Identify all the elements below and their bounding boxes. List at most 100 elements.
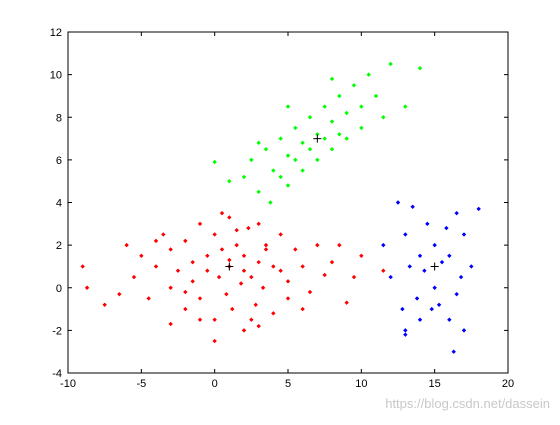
point (293, 247, 298, 252)
point (219, 210, 225, 216)
point (417, 253, 423, 258)
point (212, 159, 217, 165)
point (102, 302, 107, 307)
y-tick-label: 6 (56, 155, 62, 167)
point (271, 311, 276, 316)
x-tick-label: 15 (429, 378, 441, 390)
point (300, 168, 305, 173)
point (249, 157, 254, 163)
point (315, 157, 320, 163)
point (337, 132, 342, 137)
point (212, 232, 217, 237)
point (407, 264, 412, 269)
point (183, 289, 188, 295)
point (403, 232, 408, 237)
centroid-marker (430, 262, 439, 271)
centroid-marker (225, 262, 234, 271)
point (227, 178, 232, 184)
point (278, 268, 283, 273)
point (124, 242, 129, 248)
point (205, 253, 210, 258)
point (388, 61, 393, 67)
point (395, 200, 401, 205)
point (190, 279, 195, 284)
point (307, 147, 313, 152)
point (263, 242, 269, 248)
point (337, 242, 342, 248)
point (190, 259, 195, 265)
point (293, 157, 298, 163)
point (183, 238, 188, 244)
point (168, 247, 173, 252)
y-tick-label: 0 (56, 283, 62, 295)
centroid-marker (313, 134, 322, 143)
x-tick-label: 5 (285, 378, 291, 390)
point (329, 76, 335, 82)
point (425, 221, 430, 227)
point (205, 268, 210, 273)
x-tick-label: -5 (136, 378, 146, 390)
point (417, 317, 423, 322)
point (168, 321, 173, 327)
y-tick-label: 8 (56, 112, 62, 124)
point (153, 264, 159, 269)
point (322, 272, 327, 278)
point (400, 306, 405, 312)
point (329, 119, 335, 124)
point (263, 247, 269, 252)
point (197, 221, 203, 227)
point (139, 253, 144, 258)
point (451, 349, 456, 354)
y-tick-label: 2 (56, 240, 62, 252)
point (80, 264, 85, 269)
point (337, 93, 342, 99)
point (212, 338, 217, 344)
point (246, 225, 251, 231)
point (256, 140, 261, 146)
point (278, 174, 283, 180)
point (241, 268, 247, 273)
point (263, 147, 269, 152)
point (300, 264, 305, 269)
point (359, 104, 364, 109)
point (285, 279, 291, 284)
point (388, 274, 393, 280)
point (381, 115, 386, 120)
point (249, 317, 254, 322)
point (344, 300, 349, 305)
x-tick-label: 0 (212, 378, 218, 390)
point (403, 104, 408, 109)
point (315, 242, 320, 248)
point (197, 317, 203, 322)
point (444, 225, 449, 231)
point (238, 281, 244, 286)
point (224, 291, 229, 297)
point (329, 147, 335, 152)
point (432, 242, 437, 248)
point (175, 268, 181, 273)
point (359, 253, 364, 258)
point (429, 306, 434, 312)
point (131, 274, 137, 280)
x-tick-label: 10 (355, 378, 367, 390)
point (161, 232, 166, 237)
point (410, 204, 415, 209)
point (432, 285, 437, 290)
point (271, 264, 276, 269)
point (216, 274, 222, 280)
point (168, 285, 173, 290)
plot-frame (67, 31, 509, 374)
point (436, 302, 442, 307)
point (227, 257, 232, 263)
point (351, 274, 357, 280)
point (84, 285, 90, 290)
point (439, 259, 445, 265)
point (117, 291, 122, 297)
point (293, 125, 298, 131)
point (234, 228, 239, 233)
point (197, 296, 203, 301)
point (422, 268, 427, 273)
point (417, 66, 423, 71)
point (461, 232, 467, 237)
